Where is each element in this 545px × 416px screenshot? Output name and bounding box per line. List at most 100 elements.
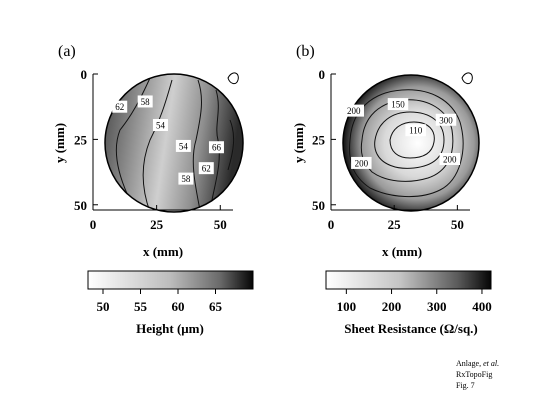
y-axis-label-b: y (mm): [291, 123, 306, 163]
contour-line: [142, 79, 173, 212]
x-tick-label: 25: [388, 217, 402, 232]
footnote: Anlage, et al. RxTopoFig Fig. 7: [456, 359, 499, 390]
colorbar-ticks-b: 100 200 300 400: [337, 289, 492, 314]
contour-label: 62: [198, 162, 214, 175]
contour-label-box: [152, 119, 168, 131]
contour-label-box: [137, 95, 153, 108]
y-tick-label: 25: [74, 132, 88, 147]
x-tick-label: 0: [328, 217, 335, 232]
contour-label-text: 150: [391, 100, 405, 110]
y-tick-label: 50: [74, 198, 87, 213]
colorbar-gradient-b: [325, 270, 492, 290]
colorbar-tick-label: 200: [382, 299, 402, 314]
colorbar-tick-label: 60: [172, 299, 185, 314]
contour-label-box: [343, 104, 364, 117]
x-axis-label-b: x (mm): [382, 244, 422, 259]
footnote-figure-id: RxTopoFig: [456, 370, 492, 379]
contour-label-text: 110: [409, 126, 423, 136]
colorbar-tick-label: 65: [209, 299, 223, 314]
footnote-figure-number: Fig. 7: [456, 381, 475, 390]
resistance-map-b: [342, 72, 480, 212]
contour-line: [389, 121, 435, 159]
contour-label-box: [178, 172, 194, 185]
contour-label: 110: [405, 124, 426, 137]
x-tick-label: 50: [214, 217, 227, 232]
contour-label-box: [112, 100, 128, 113]
wafer-edge-a: [104, 73, 244, 213]
y-axis-label-a: y (mm): [52, 123, 67, 163]
contour-label-box: [439, 153, 461, 165]
contour-label-text: 66: [212, 143, 222, 153]
panel-label-b: (b): [296, 43, 315, 60]
wafer-edge-b: [342, 74, 480, 212]
colorbar-label-a: Height (μm): [136, 321, 204, 336]
colorbar-tick-label: 300: [427, 299, 447, 314]
x-axis-label-a: x (mm): [143, 244, 183, 259]
contour-label: 54: [152, 119, 168, 131]
contour-label-text: 58: [181, 174, 191, 184]
y-tick-label: 0: [319, 67, 326, 82]
colorbar-tick-label: 100: [337, 299, 357, 314]
contour-labels-a: 62 58 54 54 66 62 58: [112, 95, 224, 185]
contour-label-box: [435, 113, 457, 126]
contour-line: [227, 119, 235, 171]
colorbar-tick-label: 55: [134, 299, 148, 314]
contour-label-box: [351, 156, 372, 169]
colorbar-label-b: Sheet Resistance (Ω/sq.): [344, 321, 478, 336]
footnote-author: Anlage, et al.: [456, 359, 499, 368]
contour-label-box: [387, 98, 409, 111]
contour-line: [192, 79, 202, 211]
contour-label-box: [405, 124, 426, 137]
colorbar-gradient-a: [87, 270, 254, 290]
contour-label-text: 200: [355, 158, 369, 168]
contour-label: 58: [178, 172, 194, 185]
y-tick-label: 50: [312, 198, 325, 213]
contour-line: [211, 89, 220, 201]
contour-label-text: 62: [202, 164, 211, 174]
contour-labels-b: 200 150 110 300 200 200: [343, 98, 461, 169]
contour-label: 54: [175, 139, 191, 152]
colorbar-tick-label: 400: [472, 299, 492, 314]
axes-a: [92, 74, 233, 211]
y-tick-label: 0: [81, 67, 88, 82]
colorbar-tick-label: 50: [97, 299, 110, 314]
contour-label: 300: [435, 113, 457, 126]
contour-label: 62: [112, 100, 128, 113]
height-map-a: [104, 72, 244, 213]
contour-label: 200: [351, 156, 372, 169]
edge-artifact: [461, 72, 473, 85]
colorbar-ticks-a: 50 55 60 65: [97, 289, 223, 314]
contour-label-box: [198, 162, 214, 175]
contour-label-text: 54: [179, 141, 189, 151]
contour-line: [374, 111, 445, 169]
contour-label-box: [208, 141, 224, 154]
contour-label-text: 62: [115, 102, 124, 112]
contour-label-text: 200: [443, 155, 457, 165]
contour-label: 200: [439, 153, 461, 165]
contour-label-box: [175, 139, 191, 152]
edge-artifact: [227, 72, 239, 85]
axes-b: [330, 74, 470, 211]
colorbar-a: 50 55 60 65 Height (μm): [87, 270, 254, 336]
x-tick-label: 0: [90, 217, 97, 232]
contour-line: [349, 89, 464, 198]
x-tick-label: 50: [451, 217, 464, 232]
x-tick-label: 25: [150, 217, 164, 232]
colorbar-b: 100 200 300 400 Sheet Resistance (Ω/sq.): [325, 270, 492, 336]
contour-label-text: 58: [141, 97, 151, 107]
contour-label: 200: [343, 104, 364, 117]
wafer-disk-b: [343, 75, 479, 211]
panel-label-a: (a): [58, 43, 76, 60]
contour-label-text: 300: [439, 115, 453, 125]
contour-label-text: 54: [156, 121, 166, 131]
contour-label: 150: [387, 98, 409, 111]
contour-label: 58: [137, 95, 153, 108]
y-tick-label: 25: [312, 132, 326, 147]
wafer-disk-a: [105, 74, 243, 212]
contour-label-text: 200: [347, 106, 361, 116]
